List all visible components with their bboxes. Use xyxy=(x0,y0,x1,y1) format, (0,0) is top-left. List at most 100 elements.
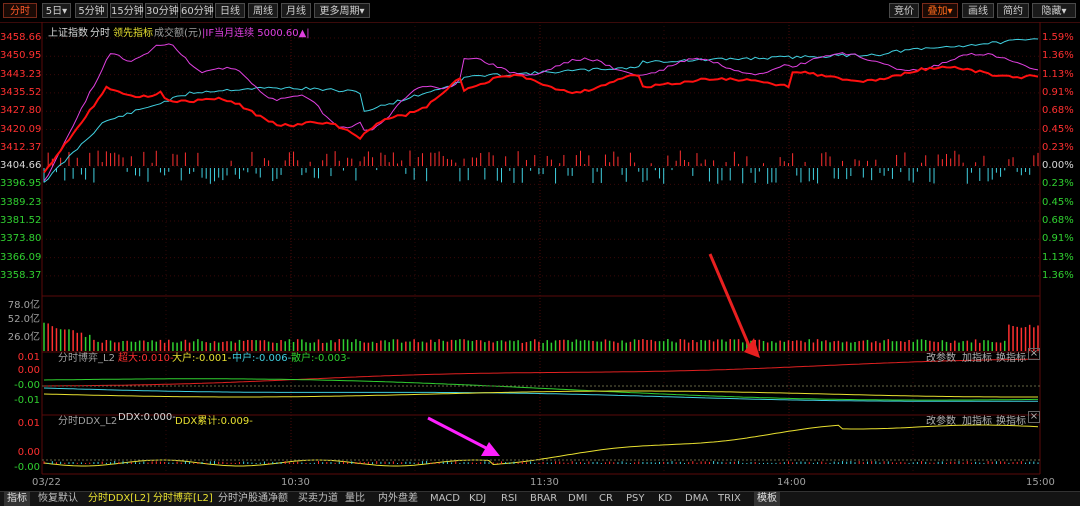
main-y-tick-right: 0.23% xyxy=(1042,178,1074,190)
hide-button[interactable]: 隐藏▾ xyxy=(1032,3,1076,18)
main-y-tick-left: 3358.37 xyxy=(0,269,42,281)
volume-label: 成交额(元) xyxy=(154,28,202,39)
tab-dmi[interactable]: DMI xyxy=(568,493,588,504)
ddx-cumulative-line xyxy=(43,424,1039,467)
tab-kd[interactable]: KD xyxy=(658,493,673,504)
ddx-y-tick: 0.01 xyxy=(17,418,40,429)
bosai-lines xyxy=(42,358,1040,402)
bosai-title: 分时博弈_L2 xyxy=(58,353,115,364)
tab-indicator[interactable]: 指标 xyxy=(4,492,30,506)
main-y-tick-left: 3420.09 xyxy=(0,123,42,135)
period-button-monthly[interactable]: 月线 xyxy=(281,3,311,18)
period-toolbar: 分时 5日▾ 5分钟 15分钟 30分钟 60分钟 日线 周线 月线 更多周期▾… xyxy=(0,0,1080,23)
annotation-arrows xyxy=(427,253,760,456)
main-y-tick-left: 3443.23 xyxy=(0,68,42,80)
bosai-y-tick: -0.01 xyxy=(14,395,40,406)
grid-lines xyxy=(41,22,1041,475)
bosai-edit-params-button[interactable]: 改参数 xyxy=(926,353,956,364)
price-lines xyxy=(43,38,1039,183)
tab-template[interactable]: 模板 xyxy=(754,492,780,506)
bosai-add-indicator-button[interactable]: 加指标 xyxy=(962,353,992,364)
tab-cr[interactable]: CR xyxy=(599,493,613,504)
period-button-60min[interactable]: 60分钟 xyxy=(180,3,214,18)
ddx-close-icon[interactable]: × xyxy=(1028,411,1040,423)
main-y-tick-left: 3396.95 xyxy=(0,178,42,190)
if-overlay-line xyxy=(43,43,1039,182)
overlay-label[interactable]: |IF当月连续 5000.60▲| xyxy=(202,28,310,39)
main-y-tick-right: 0.68% xyxy=(1042,105,1074,117)
lead-indicator-label[interactable]: 领先指标 xyxy=(113,28,153,39)
volume-y-tick: 78.0亿 xyxy=(7,300,40,311)
main-y-tick-right: 0.23% xyxy=(1042,141,1074,153)
dropdown-icon: ▾ xyxy=(62,6,68,17)
dropdown-icon: ▾ xyxy=(1061,6,1067,17)
main-y-tick-right: 0.45% xyxy=(1042,123,1074,135)
volume-y-tick: 26.0亿 xyxy=(7,332,40,343)
ddx-lines xyxy=(42,424,1040,467)
bosai-switch-indicator-button[interactable]: 换指标 xyxy=(996,353,1026,364)
tab-ddx-l2[interactable]: 分时DDX[L2] xyxy=(88,493,150,504)
main-y-tick-right: 0.68% xyxy=(1042,215,1074,226)
ddx-y-tick: 0.00 xyxy=(17,447,40,458)
tab-trix[interactable]: TRIX xyxy=(718,493,741,504)
tab-restore-default[interactable]: 恢复默认 xyxy=(38,493,78,504)
tab-hk-connect-net[interactable]: 分时沪股通净额 xyxy=(218,493,288,504)
tab-bosai-l2[interactable]: 分时博弈[L2] xyxy=(153,493,213,504)
dropdown-icon: ▾ xyxy=(359,6,365,17)
period-button-15min[interactable]: 15分钟 xyxy=(110,3,144,18)
tab-rsi[interactable]: RSI xyxy=(501,493,518,504)
tab-kdj[interactable]: KDJ xyxy=(469,493,487,504)
chart-area[interactable]: 上证指数 分时 领先指标 成交额(元) |IF当月连续 5000.60▲| 34… xyxy=(0,22,1080,490)
main-y-tick-right: 0.45% xyxy=(1042,196,1074,208)
dropdown-icon: ▾ xyxy=(947,6,953,17)
tab-brar[interactable]: BRAR xyxy=(530,493,558,504)
bosai-large: 大户:-0.001- xyxy=(172,353,232,364)
main-y-tick-left: 3435.52 xyxy=(0,86,42,98)
ddx-edit-params-button[interactable]: 改参数 xyxy=(926,416,956,427)
period-button-daily[interactable]: 日线 xyxy=(215,3,245,18)
chart-canvas xyxy=(41,22,1041,475)
period-button-intraday[interactable]: 分时 xyxy=(3,3,37,18)
overlay-button[interactable]: 叠加▾ xyxy=(922,3,958,18)
period-button-30min[interactable]: 30分钟 xyxy=(145,3,179,18)
simple-mode-button[interactable]: 简约 xyxy=(997,3,1029,18)
x-label-1030: 10:30 xyxy=(281,477,310,488)
auction-button[interactable]: 竞价 xyxy=(889,3,919,18)
ddx-sum-value: DDX累计:0.009- xyxy=(175,416,253,427)
bosai-y-tick: -0.00 xyxy=(14,380,40,391)
average-price-line xyxy=(43,38,1039,183)
magenta-arrow-shaft xyxy=(427,416,489,451)
tab-volume-ratio[interactable]: 量比 xyxy=(345,493,365,504)
index-price-line xyxy=(43,65,1039,174)
ddx-title: 分时DDX_L2 xyxy=(58,416,118,427)
super-large-line xyxy=(44,358,1038,387)
main-y-tick-right: 0.00% xyxy=(1042,160,1074,172)
ddx-value: DDX:0.000- xyxy=(118,412,176,423)
period-button-5day[interactable]: 5日▾ xyxy=(42,3,71,18)
main-y-tick-left: 3450.95 xyxy=(0,50,42,62)
bosai-close-icon[interactable]: × xyxy=(1028,348,1040,360)
large-line xyxy=(43,390,1038,398)
tab-in-out-diff[interactable]: 内外盘差 xyxy=(378,493,418,504)
main-y-tick-left: 3458.66 xyxy=(0,32,42,43)
main-y-tick-left: 3366.09 xyxy=(0,251,42,263)
volume-y-tick: 52.0亿 xyxy=(7,314,40,325)
ddx-add-indicator-button[interactable]: 加指标 xyxy=(962,416,992,427)
main-y-tick-right: 1.36% xyxy=(1042,50,1074,62)
ddx-switch-indicator-button[interactable]: 换指标 xyxy=(996,416,1026,427)
tab-buy-sell-force[interactable]: 买卖力道 xyxy=(298,493,338,504)
tab-macd[interactable]: MACD xyxy=(430,493,460,504)
tab-psy[interactable]: PSY xyxy=(626,493,645,504)
tab-dma[interactable]: DMA xyxy=(685,493,709,504)
period-button-weekly[interactable]: 周线 xyxy=(248,3,278,18)
draw-line-button[interactable]: 画线 xyxy=(962,3,994,18)
main-y-tick-left: 3389.23 xyxy=(0,196,42,208)
x-label-1130: 11:30 xyxy=(530,477,559,488)
retail-line xyxy=(43,378,1038,401)
period-button-5min[interactable]: 5分钟 xyxy=(75,3,108,18)
period-button-more[interactable]: 更多周期▾ xyxy=(314,3,370,18)
mid-line xyxy=(43,387,1038,402)
main-y-tick-left: 3427.80 xyxy=(0,105,42,117)
main-y-tick-right: 1.36% xyxy=(1042,269,1074,281)
ddx-y-tick: -0.00 xyxy=(14,462,40,473)
